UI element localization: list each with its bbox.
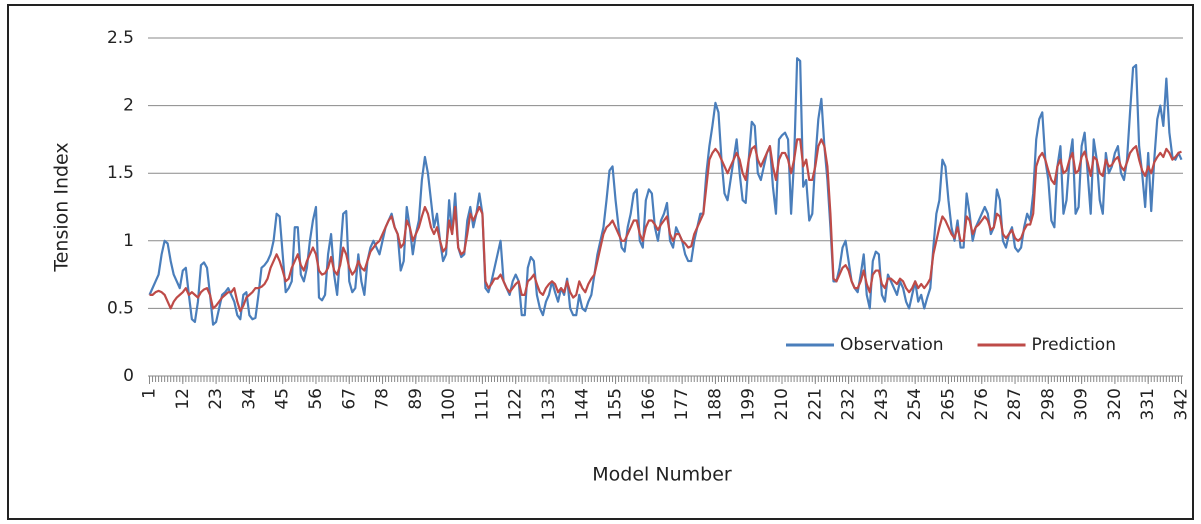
y-tick-label: 1 bbox=[123, 231, 134, 251]
chart-frame bbox=[7, 4, 1194, 520]
x-tick-label: 45 bbox=[273, 388, 293, 410]
y-tick-label: 1.5 bbox=[107, 163, 134, 183]
x-tick-label: 89 bbox=[406, 388, 426, 410]
y-tick-label: 0 bbox=[123, 366, 134, 386]
x-tick-label: 320 bbox=[1105, 388, 1125, 420]
x-tick-label: 276 bbox=[972, 388, 992, 420]
legend-label: Observation bbox=[840, 335, 944, 355]
y-tick-label: 2.5 bbox=[107, 28, 134, 48]
x-tick-label: 67 bbox=[339, 388, 359, 410]
x-tick-label: 23 bbox=[206, 388, 226, 410]
x-tick-label: 122 bbox=[506, 388, 526, 420]
x-tick-label: 199 bbox=[739, 388, 759, 420]
x-tick-label: 243 bbox=[872, 388, 892, 420]
x-tick-label: 78 bbox=[373, 388, 393, 410]
x-tick-label: 56 bbox=[306, 388, 326, 410]
x-tick-label: 34 bbox=[239, 388, 259, 410]
y-tick-label: 2 bbox=[123, 96, 134, 116]
x-tick-label: 210 bbox=[772, 388, 792, 420]
x-tick-label: 309 bbox=[1072, 388, 1092, 420]
x-tick-label: 254 bbox=[905, 388, 925, 420]
y-axis-title: Tension Index bbox=[51, 142, 73, 272]
x-tick-label: 177 bbox=[672, 388, 692, 420]
x-tick-label: 166 bbox=[639, 388, 659, 420]
x-tick-label: 100 bbox=[439, 388, 459, 420]
x-tick-label: 188 bbox=[705, 388, 725, 420]
x-tick-label: 111 bbox=[472, 388, 492, 420]
x-tick-label: 133 bbox=[539, 388, 559, 420]
x-tick-label: 331 bbox=[1138, 388, 1158, 420]
x-tick-label: 232 bbox=[839, 388, 859, 420]
x-tick-label: 144 bbox=[572, 388, 592, 420]
x-tick-label: 342 bbox=[1171, 388, 1191, 420]
x-tick-label: 12 bbox=[173, 388, 193, 410]
x-tick-label: 298 bbox=[1038, 388, 1058, 420]
legend-label: Prediction bbox=[1032, 335, 1116, 355]
x-tick-label: 221 bbox=[805, 388, 825, 420]
x-tick-label: 265 bbox=[938, 388, 958, 420]
x-axis-title: Model Number bbox=[592, 464, 732, 486]
series-line bbox=[149, 138, 1182, 313]
y-tick-label: 0.5 bbox=[107, 298, 134, 318]
x-tick-label: 287 bbox=[1005, 388, 1025, 420]
x-tick-label: 1 bbox=[140, 388, 160, 399]
x-tick-label: 155 bbox=[606, 388, 626, 420]
